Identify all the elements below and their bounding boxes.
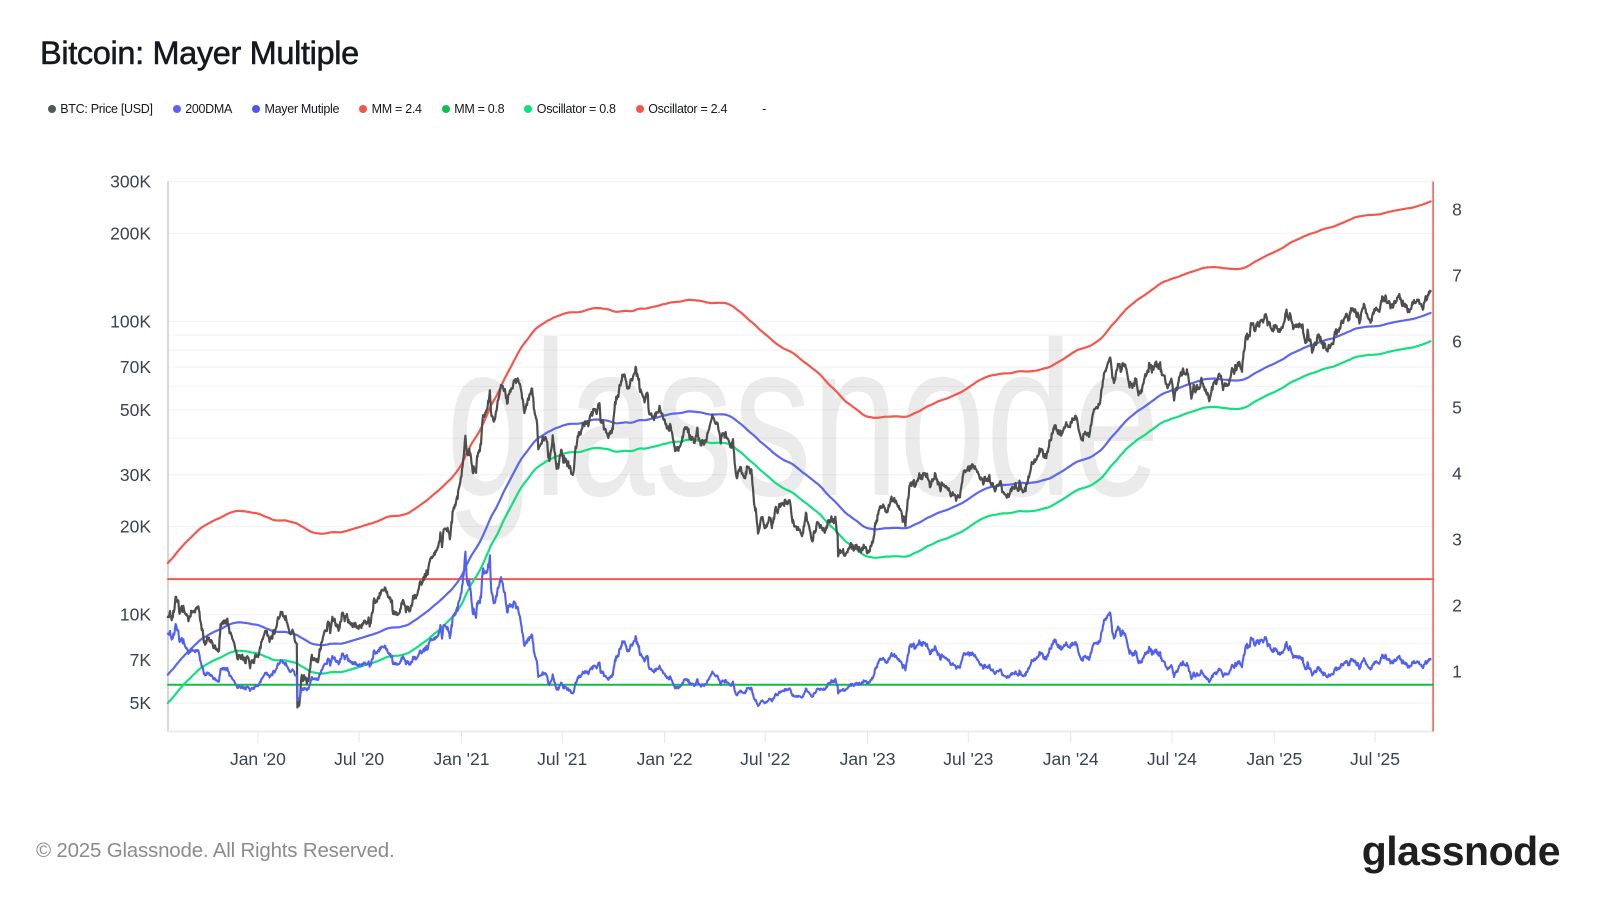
svg-text:10K: 10K <box>120 605 151 625</box>
svg-text:7: 7 <box>1452 266 1462 286</box>
svg-text:50K: 50K <box>120 400 151 420</box>
svg-text:Jul '24: Jul '24 <box>1147 749 1197 769</box>
svg-text:Jan '20: Jan '20 <box>230 749 286 769</box>
svg-text:Jan '23: Jan '23 <box>840 749 896 769</box>
svg-text:7K: 7K <box>130 650 152 670</box>
svg-text:6: 6 <box>1452 332 1462 352</box>
svg-text:100K: 100K <box>110 312 151 332</box>
svg-text:20K: 20K <box>120 517 151 537</box>
svg-text:Jan '21: Jan '21 <box>434 749 490 769</box>
svg-text:2: 2 <box>1452 596 1462 616</box>
svg-text:5K: 5K <box>130 693 152 713</box>
svg-text:Jul '20: Jul '20 <box>334 749 384 769</box>
svg-text:Jul '21: Jul '21 <box>537 749 587 769</box>
svg-text:Jul '22: Jul '22 <box>740 749 790 769</box>
svg-text:8: 8 <box>1452 200 1462 220</box>
svg-text:3: 3 <box>1452 530 1462 550</box>
svg-text:300K: 300K <box>110 172 151 192</box>
svg-text:200K: 200K <box>110 223 151 243</box>
svg-text:Jul '23: Jul '23 <box>943 749 993 769</box>
svg-text:1: 1 <box>1452 662 1462 682</box>
svg-text:Jan '22: Jan '22 <box>637 749 693 769</box>
svg-text:70K: 70K <box>120 357 151 377</box>
svg-text:Jan '25: Jan '25 <box>1246 749 1302 769</box>
svg-text:4: 4 <box>1452 464 1462 484</box>
svg-text:30K: 30K <box>120 465 151 485</box>
svg-text:Jan '24: Jan '24 <box>1043 749 1099 769</box>
svg-text:5: 5 <box>1452 398 1462 418</box>
svg-text:Jul '25: Jul '25 <box>1350 749 1400 769</box>
